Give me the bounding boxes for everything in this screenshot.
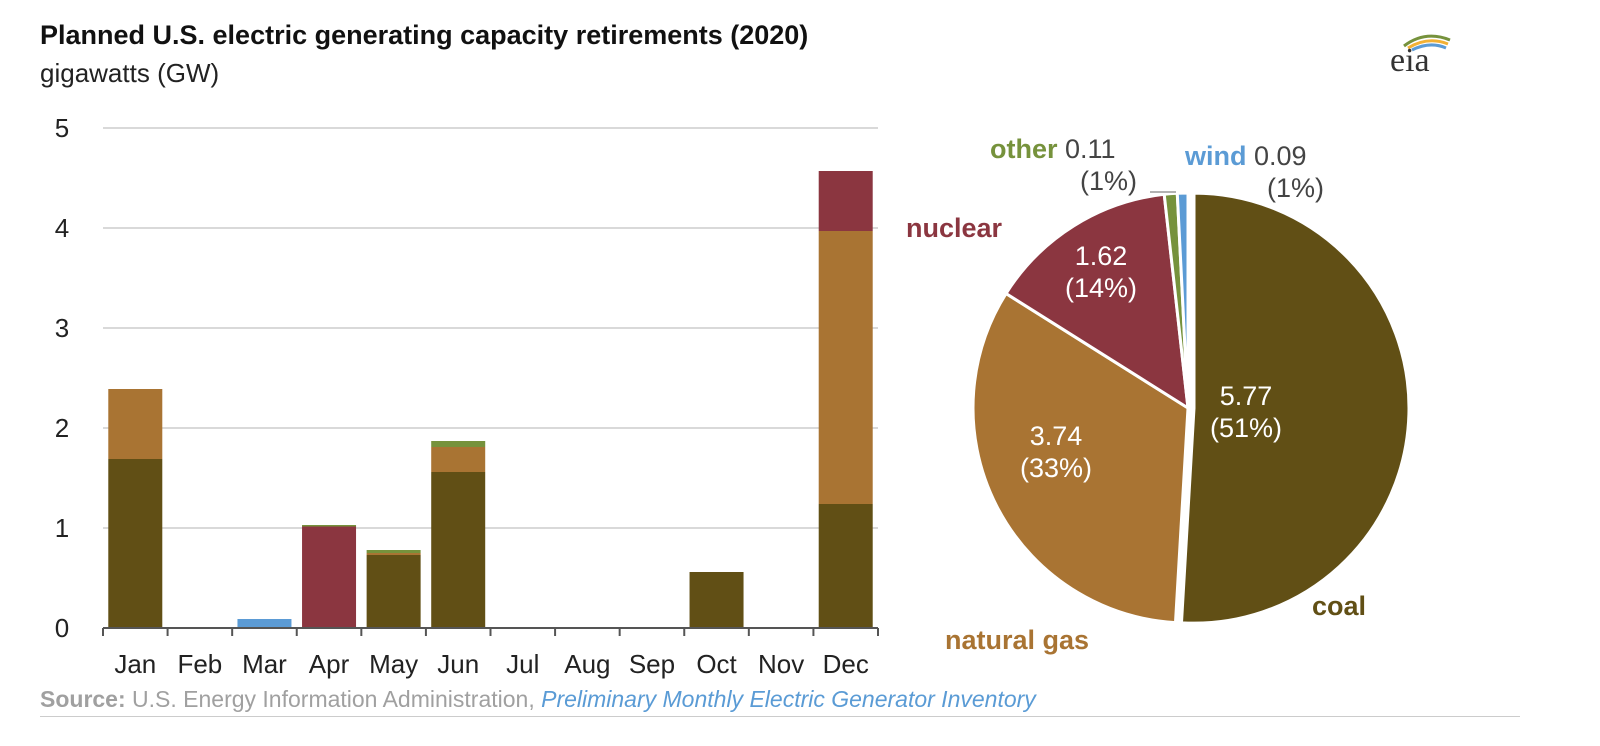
bar-segment-other	[302, 525, 357, 527]
bar-segment-natural-gas	[366, 553, 421, 555]
pie-label-coal-value: 5.77 (51%)	[1210, 381, 1283, 443]
x-tick-label: Oct	[696, 649, 737, 679]
x-tick-label: Dec	[823, 649, 869, 679]
footer-divider	[40, 716, 1520, 717]
pie-category-coal: coal	[1312, 591, 1367, 621]
pie-label-nuclear-value: 1.62 (14%)	[1065, 241, 1138, 303]
pie-category-nuclear: nuclear	[906, 213, 1003, 243]
pie-slice-coal	[1179, 191, 1411, 625]
eia-logo-arcs-icon	[1403, 34, 1451, 52]
eia-logo: eia	[1390, 28, 1460, 79]
source-link[interactable]: Preliminary Monthly Electric Generator I…	[541, 686, 1036, 712]
bar-segment-nuclear	[302, 526, 357, 628]
bar-segment-wind	[237, 619, 292, 628]
y-tick-label: 2	[55, 413, 69, 443]
bar-segment-coal	[431, 472, 486, 628]
x-tick-label: Nov	[758, 649, 804, 679]
eia-logo-text: eia	[1390, 42, 1430, 79]
x-tick-label: Jul	[506, 649, 539, 679]
y-tick-label: 0	[55, 613, 69, 643]
y-tick-label: 4	[55, 213, 69, 243]
x-tick-label: Jun	[437, 649, 479, 679]
chart-title: Planned U.S. electric generating capacit…	[40, 20, 809, 50]
bar-segment-natural-gas	[108, 389, 163, 459]
x-tick-label: Feb	[177, 649, 222, 679]
source-note: Source: U.S. Energy Information Administ…	[40, 686, 1036, 713]
x-tick-label: Apr	[309, 649, 350, 679]
source-label: Source:	[40, 686, 126, 712]
bar-segment-coal	[366, 555, 421, 628]
x-tick-label: Sep	[629, 649, 675, 679]
pie-category-natural-gas: natural gas	[945, 625, 1090, 655]
bar-segment-coal	[108, 459, 163, 628]
pie-label-gas-value: 3.74 (33%)	[1020, 421, 1093, 483]
y-tick-label: 5	[55, 113, 69, 143]
x-tick-label: Aug	[564, 649, 610, 679]
bar-segment-natural-gas	[431, 447, 486, 472]
x-tick-label: Mar	[242, 649, 287, 679]
bar-segment-other	[431, 441, 486, 447]
bar-segment-coal	[818, 504, 873, 628]
pie-slice-nuclear	[1003, 192, 1190, 411]
bar-segment-natural-gas	[818, 231, 873, 504]
y-tick-label: 3	[55, 313, 69, 343]
bar-segment-coal	[689, 572, 744, 628]
pie-label-other: other 0.11 (1%)	[990, 134, 1138, 196]
pie-slice-wind	[1175, 191, 1190, 409]
x-tick-label: Jan	[114, 649, 156, 679]
bar-segment-nuclear	[818, 171, 873, 231]
chart-subtitle: gigawatts (GW)	[40, 58, 220, 88]
bar-segment-other	[366, 550, 421, 553]
x-tick-label: May	[369, 649, 418, 679]
pie-label-wind: wind 0.09 (1%)	[1185, 141, 1325, 203]
y-tick-label: 1	[55, 513, 69, 543]
source-text: U.S. Energy Information Administration,	[125, 686, 542, 712]
